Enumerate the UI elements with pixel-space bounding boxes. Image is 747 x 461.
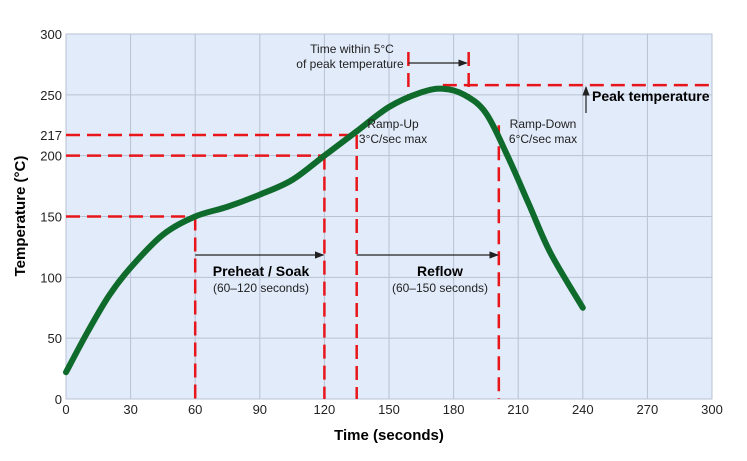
preheat-title: Preheat / Soak — [213, 263, 310, 279]
x-tick-label: 300 — [701, 402, 723, 417]
time-within-label-2: of peak temperature — [296, 57, 404, 71]
y-tick-label: 300 — [40, 27, 62, 42]
ramp-down-label-2: 6°C/sec max — [509, 132, 577, 146]
x-tick-label: 270 — [637, 402, 659, 417]
annotation-arrows — [195, 59, 590, 259]
y-tick-label: 217 — [40, 128, 62, 143]
peak-temperature-label: Peak temperature — [592, 88, 710, 104]
ramp-down-label-1: Ramp-Down — [510, 117, 577, 131]
y-tick-label: 0 — [55, 392, 62, 407]
reference-lines — [66, 52, 712, 399]
x-tick-label: 240 — [572, 402, 594, 417]
reflow-range: (60–150 seconds) — [392, 281, 488, 295]
y-ticks: 0 50 100 150 200 217 250 300 — [40, 27, 62, 407]
x-tick-label: 90 — [253, 402, 267, 417]
y-tick-label: 50 — [48, 331, 62, 346]
reflow-title: Reflow — [417, 263, 463, 279]
x-ticks: 0 30 60 90 120 150 180 210 240 270 300 — [62, 402, 722, 417]
x-tick-label: 0 — [62, 402, 69, 417]
preheat-range: (60–120 seconds) — [213, 281, 309, 295]
y-tick-label: 250 — [40, 88, 62, 103]
x-axis-label: Time (seconds) — [334, 427, 444, 444]
x-tick-label: 120 — [314, 402, 336, 417]
x-tick-label: 30 — [123, 402, 137, 417]
y-tick-label: 200 — [40, 149, 62, 164]
y-axis-label: Temperature (°C) — [12, 156, 29, 277]
x-tick-label: 60 — [188, 402, 202, 417]
ramp-up-label-2: 3°C/sec max — [359, 132, 427, 146]
x-tick-label: 180 — [443, 402, 465, 417]
time-within-label-1: Time within 5°C — [310, 42, 394, 56]
x-tick-label: 150 — [378, 402, 400, 417]
x-tick-label: 210 — [507, 402, 529, 417]
y-tick-label: 100 — [40, 270, 62, 285]
temperature-curve — [63, 85, 586, 376]
ramp-up-label-1: Ramp-Up — [367, 117, 419, 131]
y-tick-label: 150 — [40, 210, 62, 225]
